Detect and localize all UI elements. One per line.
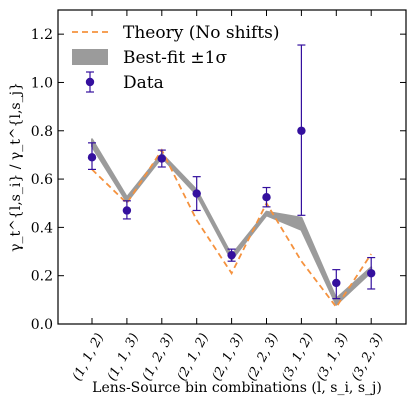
y-tick-label: 1.0	[31, 75, 53, 91]
x-tick-label: (3, 1, 2)	[279, 331, 316, 384]
y-tick-label: 0.4	[31, 220, 53, 236]
theory-line	[91, 148, 372, 309]
y-tick-label: 0.8	[31, 124, 53, 140]
data-point-group	[87, 142, 97, 171]
data-point	[227, 250, 236, 260]
x-tick-label: (2, 1, 3)	[209, 331, 246, 384]
y-tick-label: 0.6	[31, 172, 53, 188]
data-point	[297, 126, 306, 135]
best-fit-band	[91, 138, 373, 306]
legend-label: Data	[123, 73, 164, 93]
data-point	[157, 154, 166, 163]
data-point	[87, 153, 97, 162]
legend: Theory (No shifts) Best-fit ±1σ Data	[72, 23, 279, 93]
x-axis-ticks: (1, 1, 2)(1, 1, 3)(1, 2, 3)(2, 1, 2)(2, …	[70, 10, 386, 384]
data-points-layer	[87, 44, 376, 300]
x-tick-label: (3, 2, 3)	[349, 331, 386, 384]
x-tick-label: (1, 1, 2)	[70, 331, 107, 384]
y-axis-label: γ_t^{l,s_i} / γ_t^{l,s_j}	[8, 82, 24, 252]
data-point	[122, 206, 132, 215]
legend-label: Theory (No shifts)	[123, 23, 279, 43]
legend-data-marker	[85, 77, 95, 87]
x-tick-label: (2, 2, 3)	[244, 331, 281, 384]
x-tick-label: (1, 2, 3)	[140, 331, 177, 384]
data-point	[367, 269, 376, 278]
data-point-group	[332, 269, 341, 300]
x-tick-label: (3, 1, 3)	[314, 331, 351, 384]
data-point	[262, 192, 271, 202]
x-tick-label: (2, 1, 2)	[175, 331, 212, 384]
data-point-group	[297, 44, 306, 216]
legend-label: Best-fit ±1σ	[123, 48, 227, 68]
data-point	[192, 189, 201, 198]
best-fit-band-layer	[91, 138, 373, 306]
theory-line-layer	[91, 148, 372, 309]
x-tick-label: (1, 1, 3)	[105, 331, 142, 384]
data-point-group	[367, 256, 376, 290]
data-point-group	[262, 186, 271, 208]
y-axis-ticks: 0.0 0.2 0.4 0.6 0.8 1.0 1.2	[31, 27, 406, 333]
data-point-group	[227, 248, 236, 262]
y-tick-label: 1.2	[31, 27, 53, 43]
y-tick-label: 0.2	[31, 269, 53, 285]
data-point-group	[122, 200, 132, 220]
y-tick-label: 0.0	[31, 317, 53, 333]
data-point-group	[192, 176, 201, 212]
x-axis-label: Lens-Source bin combinations (l, s_i, s_…	[92, 380, 382, 396]
plot-frame	[57, 9, 407, 325]
legend-band-swatch	[72, 49, 108, 65]
data-point	[332, 278, 341, 288]
data-point-group	[157, 149, 166, 168]
